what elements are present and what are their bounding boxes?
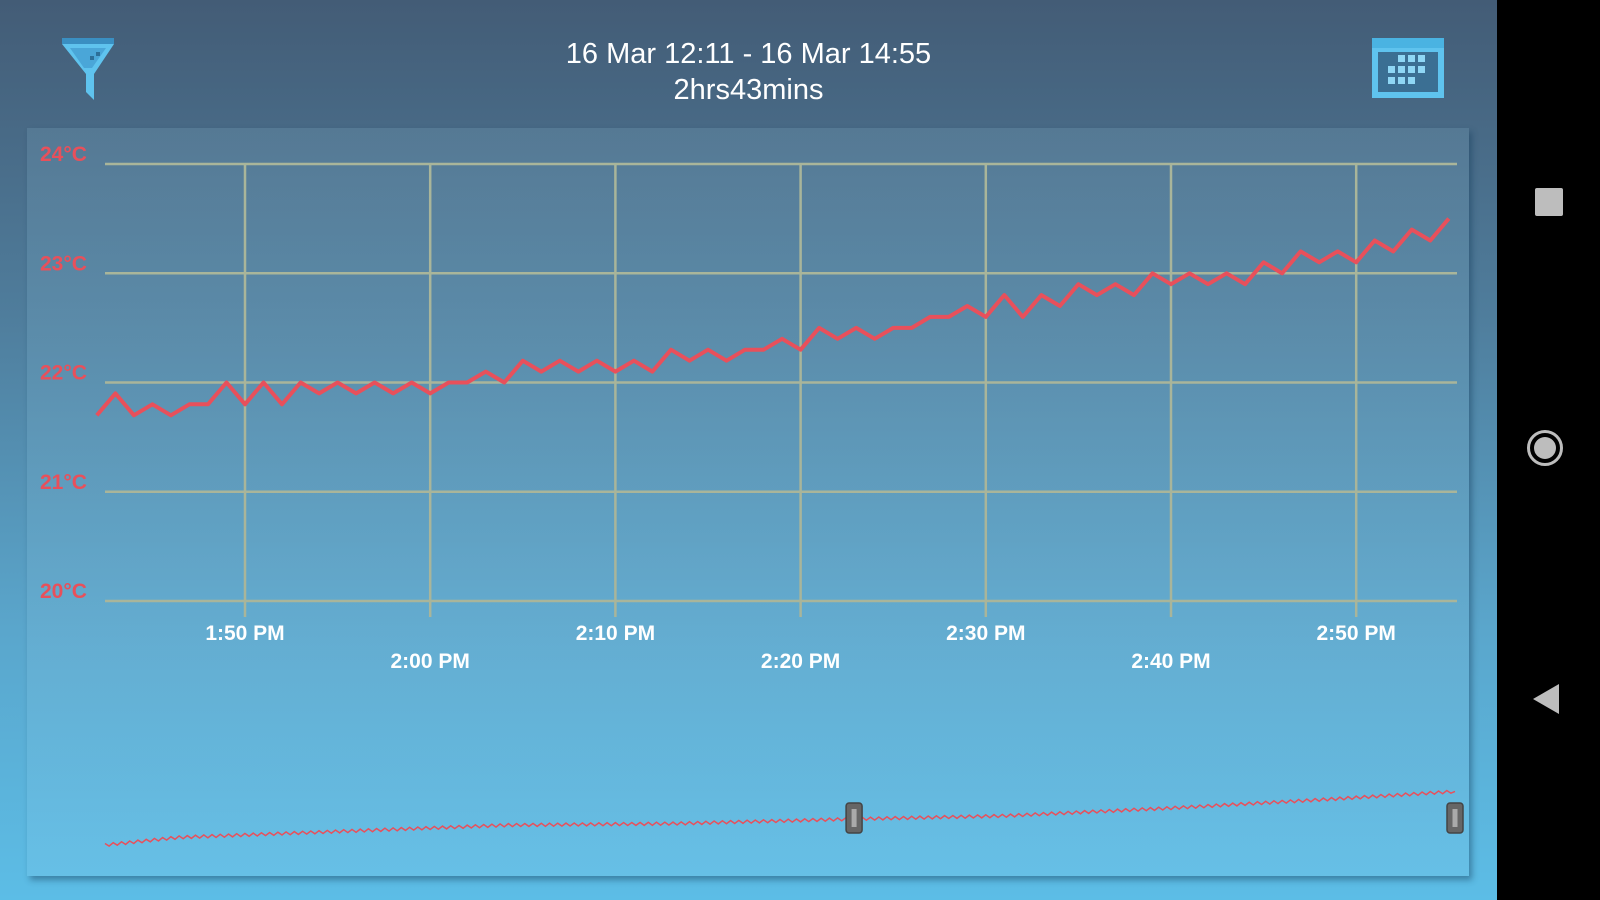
y-tick-label: 23°C xyxy=(40,252,87,275)
square-icon[interactable] xyxy=(1535,188,1563,216)
chart-panel xyxy=(27,128,1469,876)
triangle-back-icon[interactable] xyxy=(1533,684,1559,714)
x-tick-label: 2:10 PM xyxy=(576,622,655,645)
x-tick-label: 2:50 PM xyxy=(1317,622,1396,645)
x-tick-label: 2:30 PM xyxy=(946,622,1025,645)
overview-series-line xyxy=(104,789,1456,848)
temperature-chart[interactable]: 20°C 21°C 22°C 23°C 24°C 1:50 PM 2:00 PM 2:10 … xyxy=(0,0,1497,900)
x-tick-label: 1:50 PM xyxy=(205,622,284,645)
y-tick-label: 24°C xyxy=(40,143,87,166)
y-tick-label: 22°C xyxy=(40,362,87,385)
x-tick-label: 2:00 PM xyxy=(391,650,470,673)
range-end-handle[interactable] xyxy=(1446,802,1464,834)
temperature-series-line xyxy=(95,217,1451,418)
header-title: 16 Mar 12:11 - 16 Mar 14:55 2hrs43mins xyxy=(0,36,1497,108)
circle-icon[interactable] xyxy=(1527,430,1563,466)
app-screen: 16 Mar 12:11 - 16 Mar 14:55 2hrs43mins 2… xyxy=(0,0,1497,900)
calendar-icon xyxy=(1372,38,1444,98)
y-tick-label: 20°C xyxy=(40,580,87,603)
filter-funnel-icon xyxy=(62,38,114,100)
y-tick-label: 21°C xyxy=(40,471,87,494)
system-navigation-bar xyxy=(1497,0,1600,900)
duration: 2hrs43mins xyxy=(673,74,824,106)
x-tick-label: 2:40 PM xyxy=(1131,650,1210,673)
calendar-button[interactable] xyxy=(1370,36,1446,100)
date-range: 16 Mar 12:11 - 16 Mar 14:55 xyxy=(565,38,932,70)
filter-button[interactable] xyxy=(60,34,116,102)
range-start-handle[interactable] xyxy=(845,802,863,834)
x-tick-label: 2:20 PM xyxy=(761,650,840,673)
